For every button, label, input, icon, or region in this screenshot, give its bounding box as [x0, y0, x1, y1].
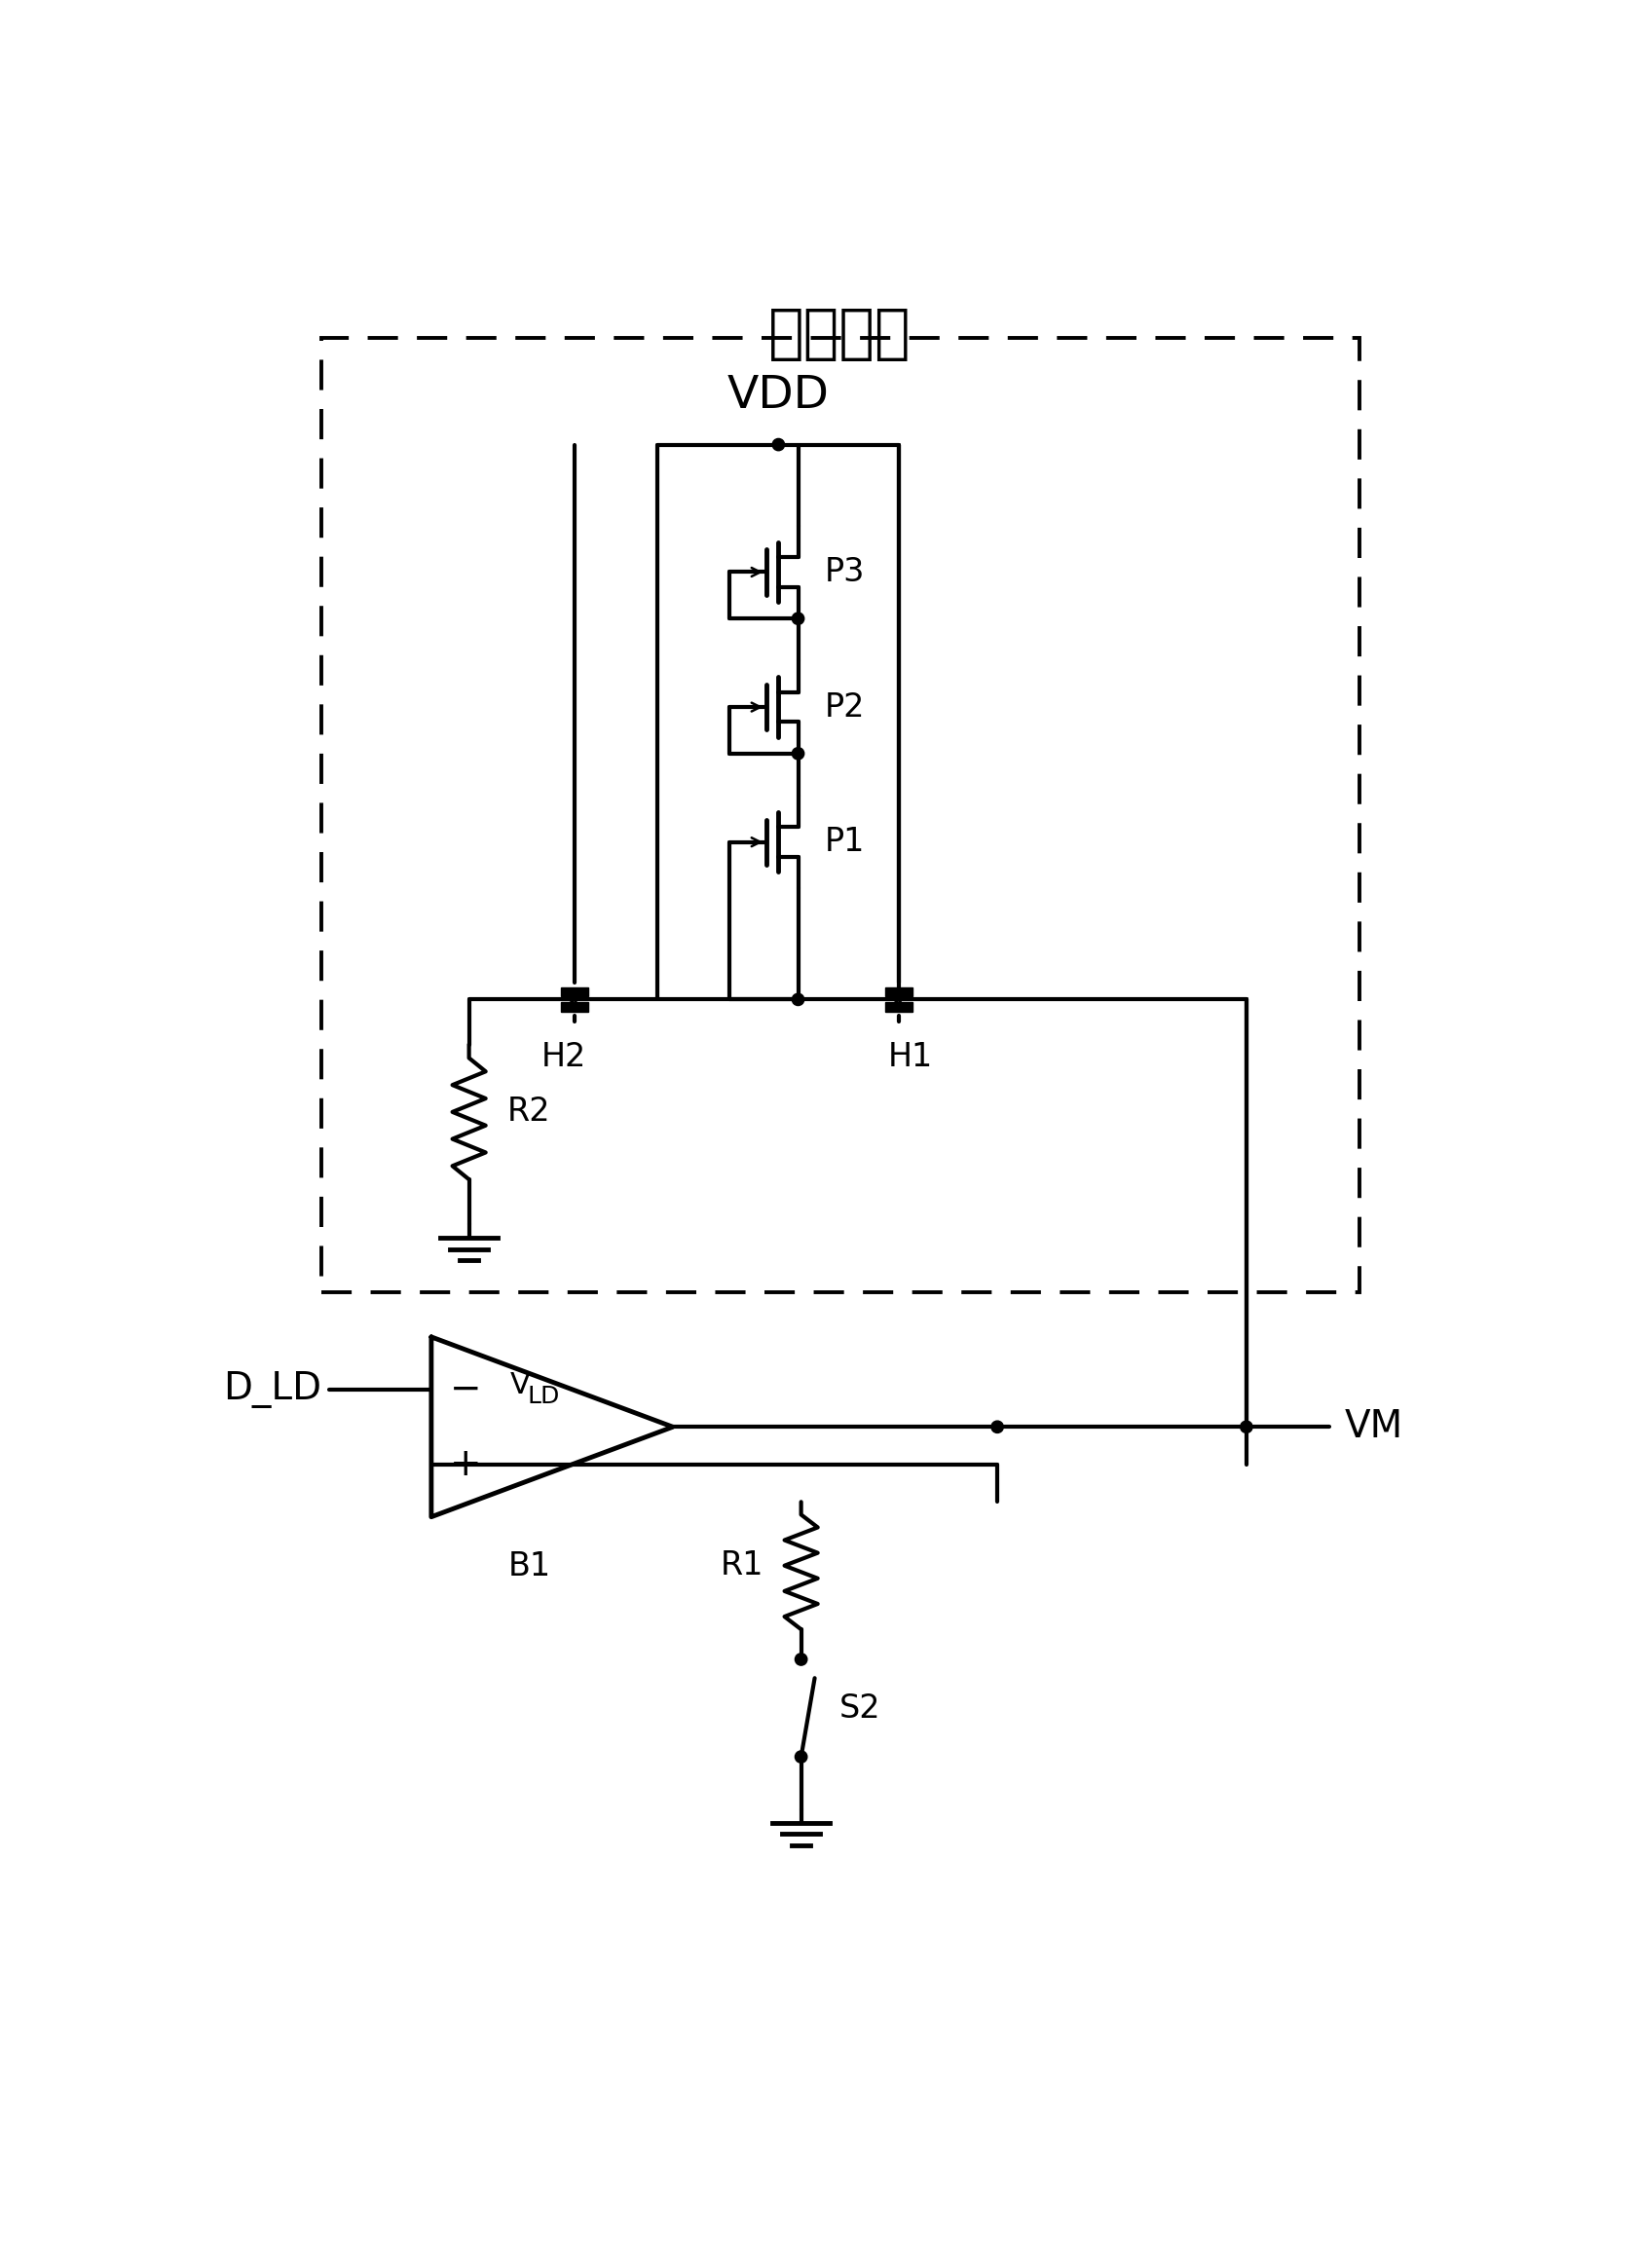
Text: VM: VM [1343, 1408, 1402, 1445]
Text: P3: P3 [824, 556, 865, 587]
Text: R2: R2 [506, 1095, 550, 1127]
Circle shape [791, 993, 804, 1005]
Text: P2: P2 [824, 692, 865, 723]
Circle shape [794, 1751, 806, 1762]
Circle shape [791, 748, 804, 760]
Circle shape [794, 1653, 806, 1665]
Circle shape [1240, 1422, 1251, 1433]
Circle shape [791, 612, 804, 624]
Text: B1: B1 [508, 1551, 550, 1583]
Circle shape [771, 438, 785, 451]
Text: V: V [509, 1372, 531, 1399]
Text: H2: H2 [541, 1041, 586, 1073]
Bar [560, 1002, 588, 1012]
Text: P1: P1 [824, 826, 865, 857]
Bar [560, 987, 588, 996]
Bar [885, 987, 912, 996]
Text: R1: R1 [719, 1549, 763, 1581]
Text: 箝制电路: 箝制电路 [768, 306, 911, 363]
Text: S2: S2 [839, 1692, 880, 1724]
Text: LD: LD [527, 1386, 559, 1408]
Text: −: − [449, 1370, 482, 1408]
Text: +: + [449, 1447, 482, 1483]
Circle shape [991, 1422, 1002, 1433]
Text: H1: H1 [888, 1041, 932, 1073]
Text: VDD: VDD [727, 374, 829, 417]
Bar [885, 1002, 912, 1012]
Text: D_LD: D_LD [223, 1370, 321, 1408]
Bar [321, 338, 1360, 1293]
